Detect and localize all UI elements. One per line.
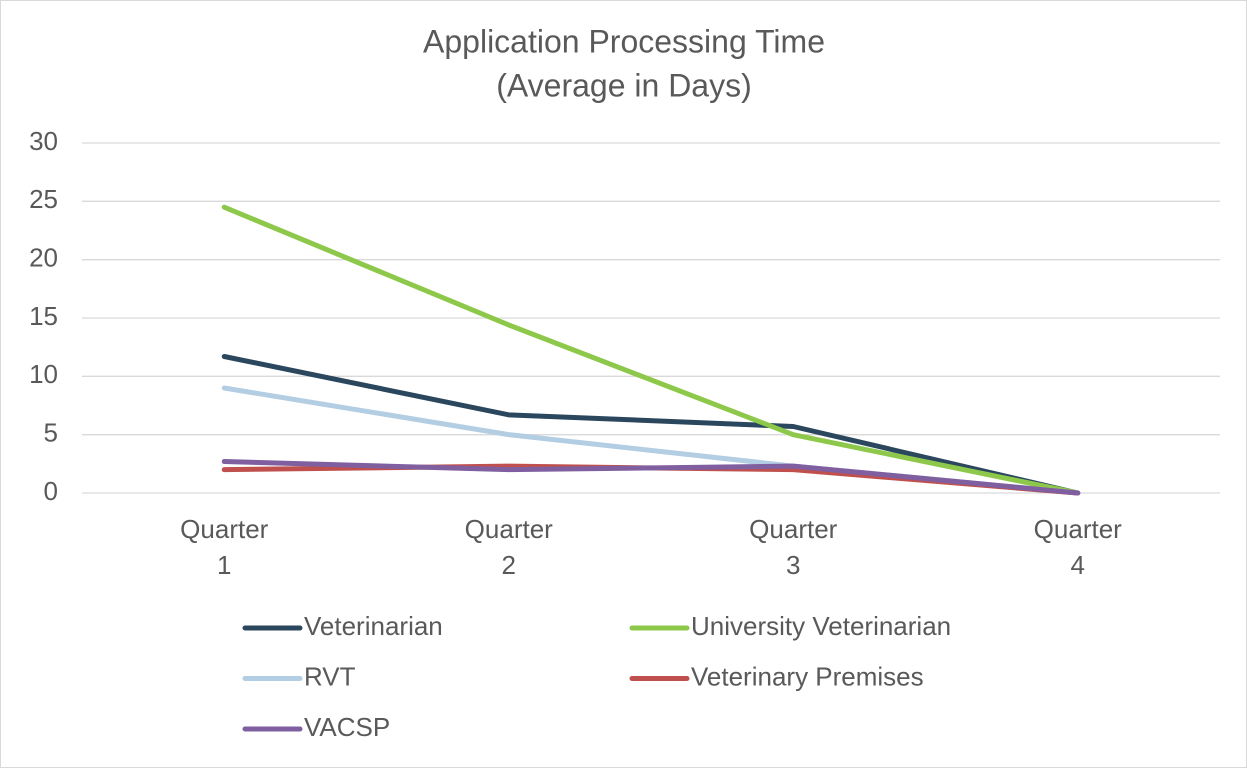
legend-label: VACSP [304, 712, 390, 742]
series-line [221, 204, 1081, 496]
y-tick-label: 10 [29, 359, 58, 389]
x-tick-label: Quarter 2 [465, 514, 553, 580]
x-tick-label: Quarter 3 [749, 514, 837, 580]
series-line [221, 459, 1081, 496]
y-tick-label: 0 [44, 476, 58, 506]
y-tick-label: 25 [29, 184, 58, 214]
legend-label: Veterinary Premises [691, 661, 924, 691]
legend-label: RVT [304, 661, 356, 691]
y-tick-label: 30 [29, 126, 58, 156]
legend-label: University Veterinarian [691, 611, 951, 641]
x-tick-label: Quarter 4 [1034, 514, 1122, 580]
legend-label: Veterinarian [304, 611, 443, 641]
y-tick-label: 15 [29, 301, 58, 331]
y-tick-label: 5 [44, 418, 58, 448]
y-tick-label: 20 [29, 243, 58, 273]
chart-title: Application Processing Time [423, 23, 825, 59]
chart-subtitle: (Average in Days) [496, 67, 752, 103]
series-line [221, 354, 1081, 496]
x-tick-label: Quarter 1 [180, 514, 268, 580]
